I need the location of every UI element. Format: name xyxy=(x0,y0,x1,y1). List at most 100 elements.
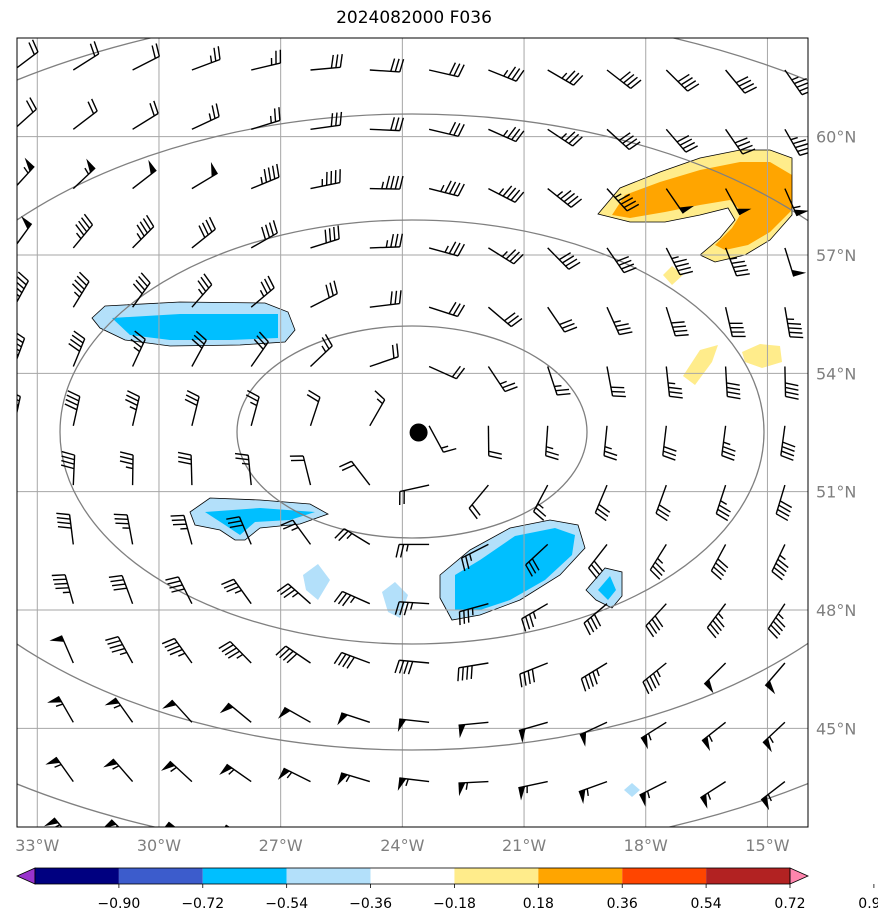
wind-barb xyxy=(518,721,548,744)
colorbar-tick-label: −0.18 xyxy=(433,896,476,912)
wind-barb xyxy=(547,188,583,208)
wind-barb xyxy=(108,574,134,604)
wind-barb xyxy=(44,817,63,827)
graticule xyxy=(17,38,808,827)
wind-barb xyxy=(132,100,159,130)
wind-barb xyxy=(578,780,608,805)
colorbar-tick-label: 0.36 xyxy=(607,896,638,912)
wind-barb xyxy=(665,366,683,399)
colorbar-tick-label: −0.90 xyxy=(97,896,140,912)
latitude-tick-label: 57°N xyxy=(816,246,856,265)
latitude-tick-label: 54°N xyxy=(816,364,856,383)
wind-barb xyxy=(132,159,157,190)
wind-barb xyxy=(132,43,161,71)
negative-anomaly-core xyxy=(112,314,278,340)
longitude-tick-label: 21°W xyxy=(502,836,546,855)
wind-barb xyxy=(337,772,371,786)
colorbar-segment xyxy=(118,868,203,884)
wind-barb xyxy=(715,484,731,522)
wind-barb xyxy=(369,175,404,190)
colorbar-segment xyxy=(706,868,790,884)
wind-barb xyxy=(487,366,518,393)
wind-barb xyxy=(250,163,280,190)
wind-barb xyxy=(310,54,343,71)
negative-anomaly-spot xyxy=(598,576,616,600)
wind-barb xyxy=(221,578,252,605)
wind-barb xyxy=(784,69,808,96)
wind-barb xyxy=(161,637,193,664)
wind-barb xyxy=(662,425,677,461)
negative-anomaly-core xyxy=(455,528,575,610)
wind-barb xyxy=(395,543,430,558)
wind-barb xyxy=(428,425,457,453)
wind-barb xyxy=(369,343,399,368)
colorbar-segment xyxy=(202,868,287,884)
wind-barb xyxy=(460,543,489,572)
latitude-tick-label: 51°N xyxy=(816,483,856,502)
wind-barb xyxy=(665,247,694,276)
wind-barb xyxy=(0,816,14,840)
colorbar-segment xyxy=(454,868,539,884)
positive-anomaly-core xyxy=(612,162,792,250)
wind-barb xyxy=(0,635,14,663)
wind-barb xyxy=(487,306,523,328)
longitude-tick-label: 30°W xyxy=(137,836,181,855)
wind-barb xyxy=(394,659,430,675)
wind-barb xyxy=(655,484,671,522)
wind-barb xyxy=(119,451,134,486)
positive-anomaly-spot xyxy=(683,345,718,385)
longitude-tick-label: 33°W xyxy=(15,836,59,855)
wind-barb xyxy=(488,126,525,143)
map-title: 2024082000 F036 xyxy=(336,8,492,28)
colorbar-tick-label: 0.54 xyxy=(691,896,722,912)
wind-barb xyxy=(164,821,176,827)
wind-barb xyxy=(760,781,786,811)
wind-barb xyxy=(784,307,804,339)
wind-barb xyxy=(547,69,584,86)
wind-barb xyxy=(784,128,808,157)
wind-barb xyxy=(245,389,260,426)
wind-barb xyxy=(60,450,76,486)
wind-barb xyxy=(369,233,404,249)
wind-barb xyxy=(606,306,633,336)
wind-barb xyxy=(17,271,29,304)
negative-anomaly-spot xyxy=(303,564,330,600)
latitude-tick-label: 45°N xyxy=(816,719,856,738)
wind-barb xyxy=(458,780,489,797)
wind-barb xyxy=(310,280,338,308)
wind-barb xyxy=(250,107,281,130)
wind-barb xyxy=(165,576,193,605)
wind-barb xyxy=(606,247,637,274)
wind-barb xyxy=(306,389,321,427)
wind-barb xyxy=(521,603,549,632)
colorbar-segment xyxy=(538,868,623,884)
wind-barb xyxy=(191,46,221,71)
negative-anomaly-spot xyxy=(382,582,408,618)
wind-barb xyxy=(428,301,466,318)
wind-barb xyxy=(458,841,488,855)
wind-barb xyxy=(428,241,465,257)
wind-barb xyxy=(191,273,213,308)
wind-barb xyxy=(333,651,371,669)
longitude-labels: 33°W 30°W 27°W 24°W 21°W 18°W 15°W xyxy=(15,836,790,855)
wind-barb xyxy=(665,306,689,337)
wind-barb xyxy=(544,425,559,461)
wind-barb xyxy=(583,603,608,636)
wind-barb xyxy=(0,695,14,722)
longitude-tick-label: 24°W xyxy=(380,836,424,855)
wind-barb xyxy=(784,188,808,217)
wind-barb xyxy=(277,706,311,723)
wind-barb xyxy=(161,760,193,783)
wind-barb xyxy=(17,39,39,69)
wind-barb xyxy=(51,574,74,604)
wind-barb xyxy=(458,721,489,739)
wind-barb xyxy=(428,180,465,197)
wind-barb xyxy=(699,781,726,809)
wind-barb xyxy=(428,365,466,380)
wind-barb xyxy=(0,574,14,603)
wind-barb xyxy=(125,390,141,426)
wind-barb xyxy=(369,290,402,308)
wind-barb xyxy=(724,366,741,400)
wind-barb xyxy=(703,662,727,694)
wind-barb xyxy=(580,662,608,692)
